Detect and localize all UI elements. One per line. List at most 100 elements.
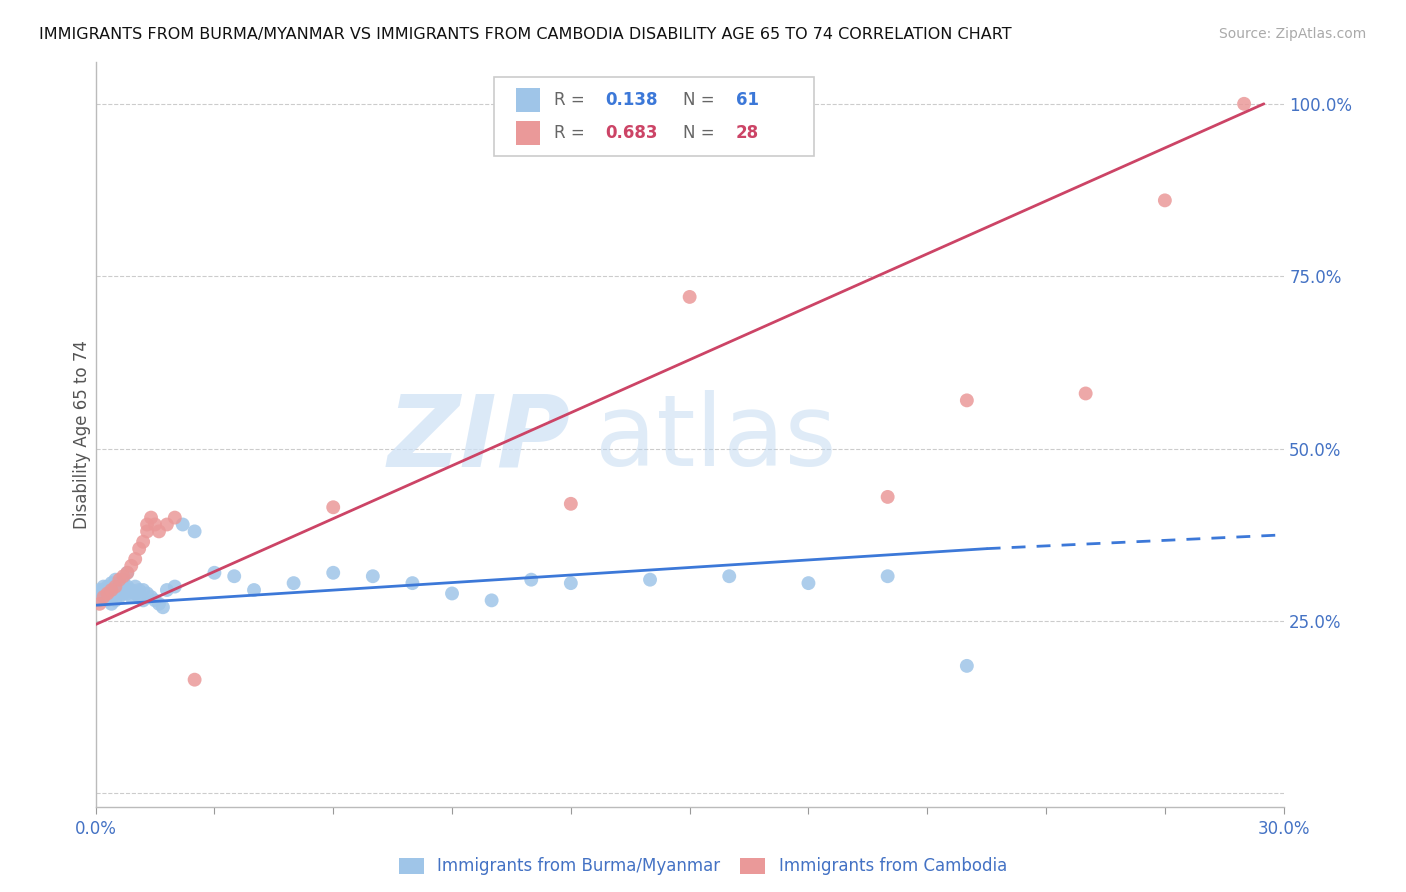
Point — [93, 582, 115, 597]
Point — [104, 593, 127, 607]
Point — [136, 517, 159, 532]
Point — [120, 558, 142, 573]
Point — [243, 582, 266, 597]
Point — [96, 580, 118, 594]
Point — [139, 510, 162, 524]
Point — [520, 573, 543, 587]
Point — [132, 534, 155, 549]
Point — [108, 590, 131, 604]
Point — [481, 593, 503, 607]
Point — [89, 586, 111, 600]
Point — [100, 590, 122, 604]
Text: 28: 28 — [735, 124, 759, 142]
Point — [128, 582, 150, 597]
Point — [1074, 386, 1097, 401]
Point — [120, 582, 142, 597]
Point — [441, 586, 464, 600]
Point — [797, 576, 820, 591]
Point — [117, 566, 139, 580]
Point — [163, 580, 186, 594]
Legend: Immigrants from Burma/Myanmar, Immigrants from Cambodia: Immigrants from Burma/Myanmar, Immigrant… — [392, 851, 1014, 882]
Point — [143, 517, 166, 532]
Point — [104, 580, 127, 594]
Point — [224, 569, 246, 583]
Point — [152, 600, 174, 615]
Point — [124, 552, 146, 566]
Text: Source: ZipAtlas.com: Source: ZipAtlas.com — [1219, 27, 1367, 41]
Point — [148, 597, 170, 611]
Text: R =: R = — [554, 124, 591, 142]
Text: atlas: atlas — [595, 390, 837, 487]
Point — [183, 673, 205, 687]
Point — [136, 524, 159, 539]
Text: R =: R = — [554, 91, 591, 109]
Text: 0.138: 0.138 — [606, 91, 658, 109]
Point — [172, 517, 194, 532]
Point — [108, 576, 131, 591]
Point — [96, 582, 118, 597]
Point — [876, 569, 898, 583]
Point — [117, 566, 139, 580]
Point — [128, 541, 150, 556]
Point — [104, 586, 127, 600]
Bar — [516, 88, 540, 112]
Point — [100, 582, 122, 597]
Point — [132, 582, 155, 597]
Point — [560, 497, 582, 511]
Point — [361, 569, 384, 583]
Text: ZIP: ZIP — [388, 390, 571, 487]
Point — [283, 576, 305, 591]
Point — [139, 590, 162, 604]
Point — [89, 597, 111, 611]
Point — [124, 580, 146, 594]
Point — [96, 586, 118, 600]
FancyBboxPatch shape — [494, 78, 814, 155]
Point — [100, 597, 122, 611]
Point — [112, 586, 135, 600]
Point — [128, 590, 150, 604]
Point — [96, 593, 118, 607]
Point — [112, 573, 135, 587]
Point — [876, 490, 898, 504]
Point — [96, 590, 118, 604]
Point — [104, 580, 127, 594]
Point — [93, 590, 115, 604]
Point — [117, 586, 139, 600]
Point — [679, 290, 702, 304]
Point — [638, 573, 661, 587]
Point — [124, 586, 146, 600]
Y-axis label: Disability Age 65 to 74: Disability Age 65 to 74 — [73, 341, 91, 529]
Point — [108, 573, 131, 587]
Text: 61: 61 — [735, 91, 759, 109]
Point — [93, 586, 115, 600]
Point — [143, 593, 166, 607]
Point — [1233, 96, 1256, 111]
Point — [108, 582, 131, 597]
Point — [183, 524, 205, 539]
Point — [136, 586, 159, 600]
Text: N =: N = — [682, 124, 720, 142]
Bar — [516, 120, 540, 145]
Point — [112, 569, 135, 583]
Point — [956, 393, 979, 408]
Text: 0.683: 0.683 — [606, 124, 658, 142]
Point — [401, 576, 423, 591]
Point — [560, 576, 582, 591]
Point — [117, 580, 139, 594]
Point — [89, 582, 111, 597]
Point — [718, 569, 741, 583]
Text: N =: N = — [682, 91, 720, 109]
Point — [1154, 194, 1177, 208]
Point — [956, 659, 979, 673]
Point — [148, 524, 170, 539]
Point — [93, 580, 115, 594]
Point — [322, 566, 344, 580]
Point — [156, 582, 179, 597]
Point — [89, 593, 111, 607]
Point — [112, 580, 135, 594]
Text: IMMIGRANTS FROM BURMA/MYANMAR VS IMMIGRANTS FROM CAMBODIA DISABILITY AGE 65 TO 7: IMMIGRANTS FROM BURMA/MYANMAR VS IMMIGRA… — [39, 27, 1012, 42]
Point — [120, 590, 142, 604]
Point — [93, 590, 115, 604]
Point — [132, 593, 155, 607]
Point — [204, 566, 226, 580]
